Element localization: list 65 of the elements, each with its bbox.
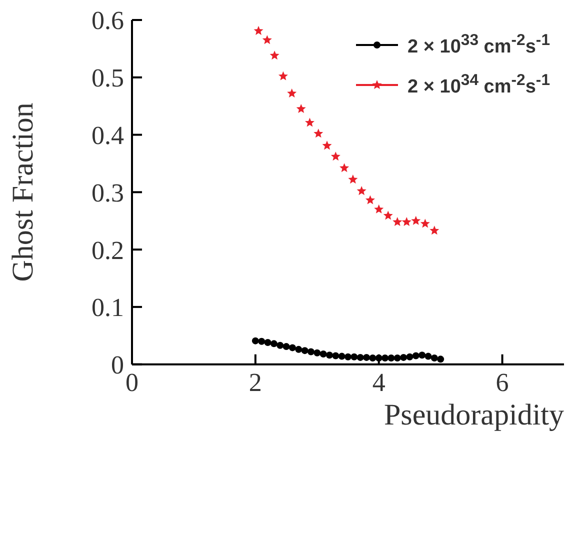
point — [411, 216, 421, 225]
point — [314, 128, 324, 138]
y-tick-label: 0.6 — [92, 6, 124, 36]
point — [264, 339, 272, 346]
point — [406, 353, 414, 360]
point — [254, 26, 264, 35]
x-axis-title: Pseudorapidity — [384, 398, 564, 432]
x-tick-label: 4 — [372, 368, 386, 397]
point — [262, 35, 272, 44]
x-tick-label: 2 — [248, 368, 262, 397]
point — [304, 118, 314, 127]
point — [392, 217, 402, 226]
point — [278, 71, 288, 80]
point — [332, 352, 340, 360]
point — [430, 226, 440, 235]
point — [400, 354, 408, 361]
point — [369, 354, 376, 362]
point — [322, 140, 332, 150]
point — [388, 354, 395, 362]
point — [301, 347, 308, 354]
legend-label: 2 × 10$^{33}$ cm$^{-2}$s$^{-1}$ — [408, 32, 550, 58]
point — [252, 337, 259, 344]
x-tick-label: 6 — [496, 368, 509, 397]
point — [437, 356, 444, 363]
point — [282, 343, 290, 350]
point — [418, 352, 426, 359]
y-tick-label: 0.4 — [92, 121, 124, 150]
point — [430, 354, 438, 362]
point — [344, 353, 352, 360]
point — [287, 88, 297, 98]
point — [383, 210, 393, 220]
point — [295, 346, 302, 353]
point — [314, 349, 321, 356]
legend-label: 2 × 10$^{34}$ cm$^{-2}$s$^{-1}$ — [408, 72, 550, 99]
point — [365, 195, 375, 204]
point — [382, 354, 389, 362]
point — [356, 186, 366, 196]
point — [270, 50, 280, 60]
point — [330, 152, 340, 161]
point — [258, 338, 266, 345]
point — [338, 352, 346, 360]
y-tick-label: 0.3 — [92, 178, 124, 208]
point — [326, 352, 333, 359]
y-axis-title: Ghost Fraction — [6, 102, 40, 282]
point — [374, 204, 384, 214]
point — [296, 104, 306, 113]
point — [276, 342, 284, 349]
point — [270, 340, 278, 348]
point — [424, 352, 432, 360]
point — [402, 217, 412, 226]
point — [356, 354, 364, 361]
y-tick-label: 0.1 — [92, 293, 124, 322]
point — [363, 354, 370, 361]
point — [307, 348, 314, 356]
point — [394, 354, 401, 362]
y-tick-label: 0.2 — [92, 236, 124, 265]
y-tick-label: 0.5 — [92, 64, 124, 93]
point — [412, 352, 420, 360]
point — [288, 344, 296, 352]
point — [350, 353, 358, 360]
point — [340, 163, 350, 172]
point — [420, 218, 430, 228]
point — [348, 174, 358, 184]
point — [375, 354, 382, 362]
point — [320, 350, 327, 358]
